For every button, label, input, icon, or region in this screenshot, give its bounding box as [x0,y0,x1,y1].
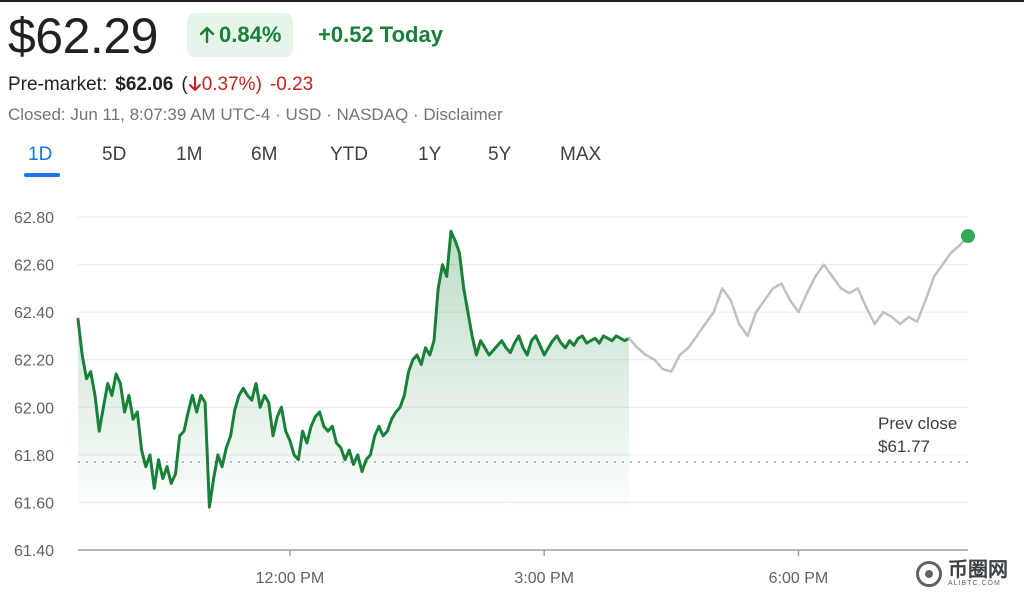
regular-session-line [76,229,631,509]
tab-1m[interactable]: 1M [176,144,203,165]
top-border [0,0,1024,2]
y-tick-label: 62.20 [14,353,54,370]
y-tick-label: 61.80 [14,448,54,465]
current-price-dot [961,229,975,244]
pre-market-price: $62.06 [115,74,174,95]
y-tick-label: 62.40 [14,305,54,322]
change-percent: 0.84% [219,22,282,47]
prev-close-label: Prev close [878,414,957,433]
x-tick-label: 3:00 PM [514,570,574,587]
pre-market-row: Pre-market: $62.06 ( 0.37%) -0.23 [8,74,313,96]
tab-ytd[interactable]: YTD [330,144,368,165]
watermark-text: 币圈网 [948,559,1008,581]
arrow-up-icon [199,26,215,44]
tab-1y[interactable]: 1Y [418,144,442,165]
quote-meta: Closed: Jun 11, 8:07:39 AM UTC-4 · USD ·… [8,105,503,124]
arrow-down-icon [188,76,201,91]
pre-market-pct-open: ( [181,74,188,95]
active-tab-indicator [24,173,60,177]
after-hours-line [627,234,970,373]
pre-market-pct: 0.37%) [201,74,262,95]
regular-session-area [78,231,629,521]
pre-market-label: Pre-market: [8,74,108,95]
tab-1d[interactable]: 1D [28,144,53,165]
tab-5y[interactable]: 5Y [488,144,512,165]
y-tick-label: 62.80 [14,210,54,227]
y-tick-label: 61.40 [14,543,54,560]
logo-icon [916,560,942,587]
y-tick-label: 62.60 [14,258,54,275]
y-tick-label: 62.00 [14,400,54,417]
tab-6m[interactable]: 6M [251,144,278,165]
pre-market-percent: ( 0.37%) [181,74,262,96]
y-tick-label: 61.60 [14,495,54,512]
range-tabs: 1D 5D 1M 6M YTD 1Y 5Y MAX [0,144,700,178]
x-tick-label: 6:00 PM [769,570,829,587]
tab-5d[interactable]: 5D [102,144,127,165]
x-tick-label: 12:00 PM [256,570,324,587]
change-percent-badge: 0.84% [187,13,294,57]
watermark: 币圈网 ALIBTC.COM [916,560,1008,587]
tab-max[interactable]: MAX [560,144,602,165]
current-price: $62.29 [8,8,158,64]
change-today: +0.52 Today [318,22,443,47]
watermark-url: ALIBTC.COM [948,580,1001,587]
prev-close-value: $61.77 [878,437,930,456]
price-chart[interactable]: 61.40 61.60 61.80 62.00 62.20 62.40 62.60 62.80… [0,190,1024,597]
pre-market-change: -0.23 [269,74,314,95]
